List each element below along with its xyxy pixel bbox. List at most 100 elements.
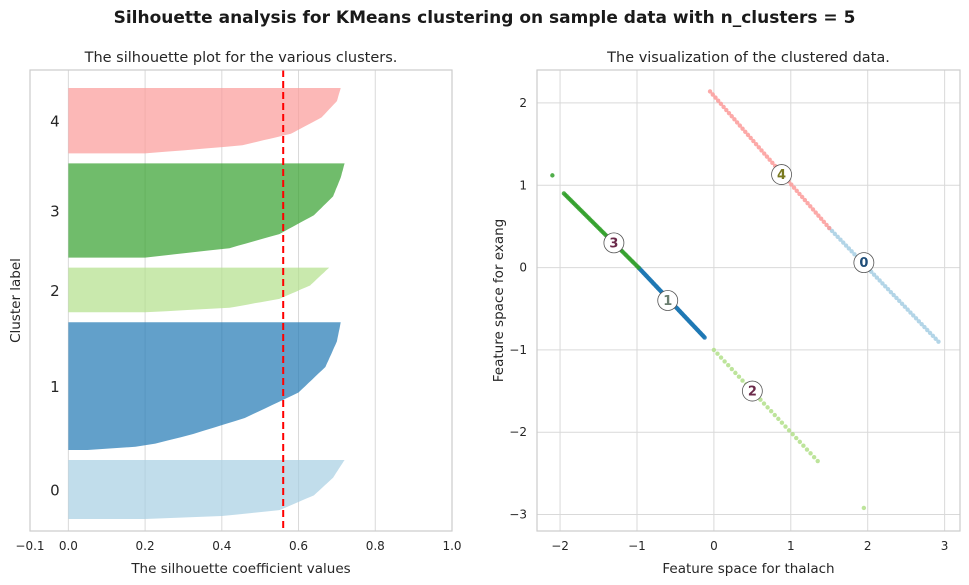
data-point-cluster-2 [811,454,817,460]
data-point-cluster-0 [936,339,941,344]
data-point-cluster-0 [933,336,938,341]
data-point-cluster-4 [745,132,751,138]
data-point-cluster-2 [804,447,810,452]
data-point-cluster-4 [821,219,827,225]
data-point-cluster-2 [736,374,742,379]
silhouette-band-cluster-0 [68,459,345,519]
data-point-cluster-4 [767,157,772,162]
data-point-cluster-4 [715,98,721,103]
cluster-center-marker-0 [853,252,875,274]
data-point-cluster-0 [902,304,908,309]
data-point-cluster-2 [772,412,777,418]
data-point-cluster-0 [843,243,849,248]
data-point-cluster-2 [815,458,820,464]
x-tick-label: −1 [628,539,646,553]
data-point-cluster-0 [930,333,936,339]
left-y-axis-label: Cluster label [8,258,24,343]
data-point-cluster-4 [799,194,805,200]
data-point-cluster-4 [721,104,726,110]
data-point-cluster-2 [733,370,738,376]
data-point-cluster-2 [729,366,734,372]
data-point-cluster-4 [710,92,715,97]
data-point-cluster-2 [722,359,727,364]
cluster-label-2: 2 [50,282,60,300]
data-point-cluster-0 [927,330,933,336]
data-point-cluster-0 [899,301,905,306]
data-point-cluster-2 [794,435,799,441]
data-point-cluster-0 [838,237,843,242]
data-point-cluster-0 [877,278,882,283]
data-point-cluster-4 [753,142,759,147]
data-point-cluster-0 [829,228,835,234]
x-tick-label: 1.0 [442,539,461,553]
data-point-cluster-2 [711,347,717,353]
data-point-cluster-0 [925,327,930,333]
data-point-cluster-2 [861,505,867,511]
cluster-center-label-3: 3 [609,236,618,251]
left-plot-title: The silhouette plot for the various clus… [84,50,398,66]
data-point-cluster-4 [805,201,810,206]
cluster-center-label-4: 4 [777,168,786,183]
data-point-cluster-3 [550,173,555,178]
data-point-cluster-4 [827,225,832,231]
data-point-cluster-4 [762,151,767,156]
data-point-cluster-4 [802,197,808,203]
data-point-cluster-0 [885,287,891,292]
data-point-cluster-4 [707,89,713,94]
x-tick-label: 0 [710,539,718,553]
data-point-cluster-1 [702,335,707,340]
cluster-center-marker-1 [657,290,679,311]
data-point-cluster-4 [726,110,732,116]
data-point-cluster-2 [761,401,767,406]
data-point-cluster-4 [732,117,737,122]
data-point-cluster-2 [786,428,792,433]
data-point-cluster-0 [894,295,899,301]
right-y-axis-label: Feature space for exang [491,219,507,383]
y-tick-label: 1 [519,178,527,192]
cluster-label-4: 4 [50,113,60,131]
data-point-cluster-4 [756,145,762,150]
right-plot-frame [536,69,961,532]
y-tick-label: 2 [519,96,527,110]
data-point-cluster-0 [891,292,896,298]
figure-suptitle: Silhouette analysis for KMeans clusterin… [113,8,856,28]
y-tick-label: −1 [509,343,527,357]
data-point-cluster-4 [797,191,802,197]
data-point-cluster-0 [835,234,840,239]
data-point-cluster-2 [726,363,731,368]
cluster-center-label-1: 1 [663,294,672,309]
x-tick-label: −0.1 [15,539,44,553]
data-point-cluster-0 [888,289,894,295]
data-point-cluster-0 [832,231,838,237]
data-point-cluster-2 [779,420,785,425]
x-tick-label: 0.0 [59,539,78,553]
x-tick-label: 0.4 [212,539,231,553]
x-tick-label: 3 [941,539,949,553]
data-point-cluster-0 [916,319,922,324]
x-tick-label: 1 [787,539,795,553]
x-tick-label: 0.2 [136,539,155,553]
cluster-label-0: 0 [50,481,60,499]
data-point-cluster-4 [816,213,821,218]
data-point-cluster-2 [715,351,720,356]
y-tick-label: −3 [509,508,527,522]
cluster-center-label-2: 2 [748,385,757,400]
data-point-cluster-4 [729,114,734,119]
data-point-cluster-4 [713,95,718,100]
data-point-cluster-4 [789,182,794,187]
data-point-cluster-4 [743,129,748,134]
data-point-cluster-4 [751,138,756,144]
data-point-cluster-4 [748,135,753,141]
y-tick-label: −2 [509,425,527,439]
data-point-cluster-4 [808,204,813,209]
data-point-cluster-4 [791,185,797,190]
data-point-cluster-0 [911,313,916,318]
data-point-cluster-4 [794,188,799,193]
cluster-center-label-0: 0 [859,256,868,271]
data-point-cluster-3 [636,265,641,270]
cluster-center-marker-2 [741,380,763,402]
silhouette-band-cluster-1 [68,322,341,450]
x-tick-label: 2 [864,539,872,553]
